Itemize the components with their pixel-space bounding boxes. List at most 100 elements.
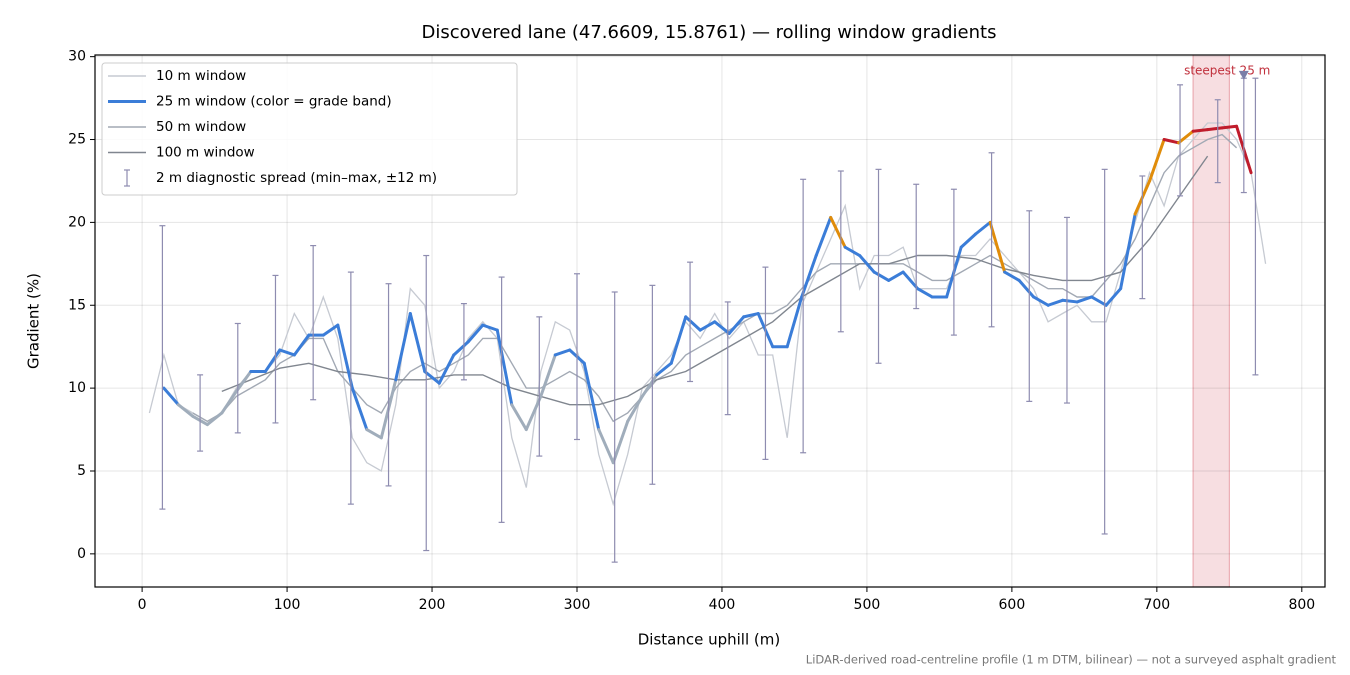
line-segment (1017, 278, 1036, 299)
line-segment (1162, 138, 1181, 145)
line-segment (452, 340, 470, 357)
error-bar (1101, 168, 1108, 535)
line-segment (481, 323, 499, 332)
x-tick-label: 100 (274, 597, 301, 613)
y-tick-label: 0 (77, 546, 86, 562)
x-tick-label: 700 (1143, 597, 1170, 613)
line-segment (524, 394, 543, 432)
line-segment (800, 254, 818, 299)
line-segment (278, 348, 296, 357)
axes: 0 100 200 300 400 500 600 700 800 0 5 10 15 20 25 30 (68, 49, 1315, 613)
line-segment (916, 287, 934, 299)
line-segment (1206, 126, 1224, 132)
x-tick-label: 800 (1288, 597, 1315, 613)
axes-frame (94, 54, 1326, 588)
line-segment (365, 428, 383, 440)
error-bar (159, 225, 166, 510)
line-segment (887, 270, 905, 282)
y-tick-label: 20 (68, 214, 86, 230)
error-bar (649, 284, 656, 485)
y-axis-label: Gradient (%) (25, 273, 43, 369)
error-bar (310, 244, 317, 401)
line-segment (292, 333, 311, 357)
line-segment (843, 245, 862, 258)
line-segment (872, 270, 891, 282)
legend-label: 25 m window (color = grade band) (156, 94, 392, 110)
error-bar (197, 374, 204, 452)
line-segment (495, 328, 514, 407)
legend: 10 m window 25 m window (color = grade ba… (101, 62, 518, 196)
y-tick-label: 15 (68, 297, 86, 313)
line-segment (1220, 124, 1239, 130)
legend-box (101, 62, 518, 196)
highlight-span (1192, 54, 1230, 588)
error-bar (950, 188, 957, 336)
error-bar (536, 316, 543, 457)
line-segment (350, 386, 369, 432)
steepest-marker (1238, 70, 1249, 80)
error-bar (724, 301, 731, 416)
line-segment (1148, 138, 1166, 183)
line-segment (901, 270, 920, 291)
line-segment (176, 403, 195, 418)
plot-area (148, 70, 1267, 563)
line-segment (959, 232, 978, 249)
error-bar (875, 168, 882, 364)
line-segment (858, 254, 876, 274)
line-segment (785, 295, 804, 349)
y-tick-label: 10 (68, 380, 86, 396)
line-segment (1177, 129, 1195, 145)
line-segment (205, 411, 224, 427)
line-segment (553, 348, 572, 357)
error-bar (1240, 77, 1247, 194)
line-segment (423, 370, 441, 385)
line-segment (1191, 128, 1210, 133)
line-segment (162, 386, 180, 407)
line-segment (1046, 298, 1065, 307)
line-segment (263, 348, 282, 374)
x-tick-label: 500 (854, 597, 881, 613)
line-segment (597, 428, 615, 465)
highlight-label: steepest 25 m (1184, 64, 1270, 78)
x-tick-label: 300 (564, 597, 591, 613)
error-bar (423, 254, 430, 552)
line-segment (336, 323, 354, 390)
legend-label: 2 m diagnostic spread (min–max, ±12 m) (156, 170, 437, 186)
series-line (221, 155, 1209, 406)
error-bar (1252, 77, 1259, 376)
series-line (192, 133, 1238, 423)
error-bar (988, 152, 995, 328)
legend-label: 100 m window (156, 145, 255, 161)
line-segment (814, 215, 833, 258)
line-segment (1119, 212, 1137, 291)
line-segment (1032, 295, 1050, 307)
line-segment (394, 312, 412, 382)
line-segment (829, 215, 847, 249)
chart-title: Discovered lane (47.6609, 15.8761) — rol… (422, 22, 997, 43)
error-bar (1139, 175, 1146, 300)
line-segment (988, 220, 1007, 274)
line-segment (742, 312, 760, 319)
error-bar (1026, 210, 1033, 402)
x-tick-label: 0 (138, 597, 147, 613)
line-segment (655, 361, 673, 377)
line-segment (510, 403, 528, 432)
plot-underlay: steepest 25 m (95, 54, 1325, 588)
error-bar (687, 261, 694, 383)
line-segment (698, 320, 717, 332)
error-bar (762, 266, 769, 460)
error-bar (1214, 99, 1221, 184)
error-bar (347, 271, 354, 505)
error-bar (837, 170, 844, 333)
line-segment (727, 315, 746, 335)
error-bar (1177, 84, 1184, 197)
line-segment (321, 323, 340, 337)
y-tick-label: 5 (77, 463, 86, 479)
line-segment (1061, 298, 1079, 304)
error-bar (460, 302, 467, 381)
line-segment (1003, 270, 1021, 282)
legend-label: 50 m window (156, 119, 246, 135)
line-segment (539, 353, 557, 398)
legend-label: 10 m window (156, 68, 246, 84)
